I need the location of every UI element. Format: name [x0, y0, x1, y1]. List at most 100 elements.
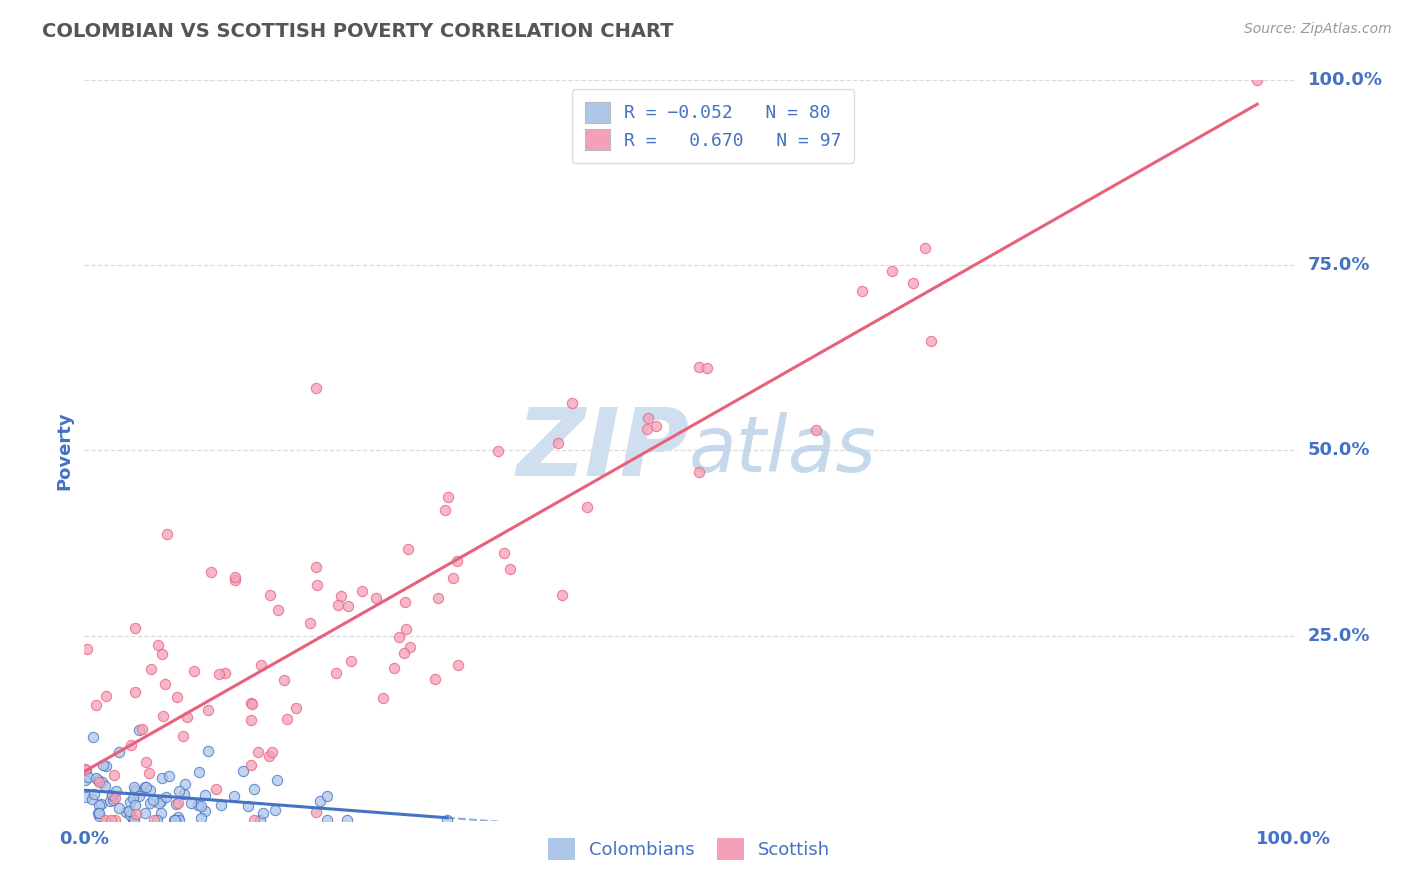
- Point: [851, 285, 873, 299]
- Point: [441, 571, 464, 585]
- Point: [169, 813, 191, 827]
- Point: [305, 805, 328, 820]
- Point: [91, 757, 114, 772]
- Point: [84, 771, 107, 785]
- Point: [86, 806, 108, 821]
- Text: COLOMBIAN VS SCOTTISH POVERTY CORRELATION CHART: COLOMBIAN VS SCOTTISH POVERTY CORRELATIO…: [42, 22, 673, 41]
- Point: [437, 490, 460, 504]
- Point: [73, 772, 96, 787]
- Point: [124, 621, 146, 635]
- Point: [273, 673, 295, 688]
- Point: [122, 813, 145, 827]
- Point: [94, 758, 117, 772]
- Point: [239, 714, 262, 728]
- Point: [93, 779, 115, 793]
- Point: [148, 797, 170, 811]
- Point: [84, 698, 107, 713]
- Point: [101, 788, 124, 802]
- Point: [240, 697, 263, 711]
- Point: [120, 808, 142, 822]
- Point: [920, 334, 942, 349]
- Legend: Colombians, Scottish: Colombians, Scottish: [540, 830, 838, 867]
- Point: [166, 690, 188, 704]
- Point: [645, 418, 668, 433]
- Point: [340, 654, 363, 668]
- Point: [423, 672, 446, 686]
- Point: [259, 588, 281, 602]
- Point: [150, 806, 173, 821]
- Point: [167, 796, 190, 810]
- Point: [139, 783, 162, 797]
- Point: [396, 541, 419, 556]
- Point: [87, 775, 110, 789]
- Point: [394, 646, 416, 660]
- Point: [180, 796, 202, 810]
- Point: [309, 794, 332, 808]
- Point: [329, 589, 352, 603]
- Point: [115, 805, 138, 819]
- Point: [436, 813, 458, 827]
- Point: [139, 796, 162, 810]
- Point: [696, 360, 718, 375]
- Point: [122, 791, 145, 805]
- Point: [232, 764, 254, 779]
- Point: [76, 642, 98, 657]
- Point: [804, 423, 827, 437]
- Point: [561, 396, 583, 410]
- Point: [120, 738, 142, 752]
- Point: [124, 797, 146, 812]
- Text: atlas: atlas: [689, 412, 877, 489]
- Point: [128, 789, 150, 804]
- Point: [135, 780, 157, 794]
- Point: [236, 798, 259, 813]
- Point: [91, 775, 114, 789]
- Point: [388, 630, 411, 644]
- Point: [87, 797, 110, 812]
- Point: [688, 466, 710, 480]
- Point: [104, 784, 127, 798]
- Point: [222, 789, 245, 803]
- Point: [107, 745, 129, 759]
- Point: [447, 658, 470, 673]
- Point: [172, 729, 194, 743]
- Text: 25.0%: 25.0%: [1308, 626, 1371, 645]
- Text: 100.0%: 100.0%: [1308, 71, 1384, 89]
- Point: [336, 599, 359, 613]
- Point: [101, 789, 124, 803]
- Point: [434, 502, 457, 516]
- Point: [688, 359, 710, 374]
- Point: [636, 422, 658, 436]
- Point: [98, 794, 121, 808]
- Point: [163, 813, 186, 827]
- Point: [104, 813, 127, 827]
- Point: [336, 813, 359, 827]
- Point: [134, 780, 156, 794]
- Point: [266, 773, 288, 788]
- Point: [157, 769, 180, 783]
- Point: [426, 591, 449, 605]
- Point: [94, 813, 117, 827]
- Point: [249, 658, 271, 673]
- Point: [128, 723, 150, 737]
- Point: [103, 767, 125, 781]
- Point: [252, 806, 274, 821]
- Point: [209, 797, 232, 812]
- Point: [187, 764, 209, 779]
- Point: [207, 667, 229, 681]
- Y-axis label: Poverty: Poverty: [55, 411, 73, 490]
- Point: [146, 638, 169, 652]
- Point: [350, 584, 373, 599]
- Point: [399, 640, 422, 655]
- Point: [214, 665, 236, 680]
- Point: [264, 803, 287, 817]
- Point: [637, 411, 659, 425]
- Point: [104, 790, 127, 805]
- Point: [101, 793, 124, 807]
- Point: [267, 603, 290, 617]
- Point: [200, 566, 222, 580]
- Text: 50.0%: 50.0%: [1308, 442, 1371, 459]
- Point: [153, 677, 176, 691]
- Point: [173, 787, 195, 801]
- Point: [150, 648, 173, 662]
- Point: [124, 783, 146, 797]
